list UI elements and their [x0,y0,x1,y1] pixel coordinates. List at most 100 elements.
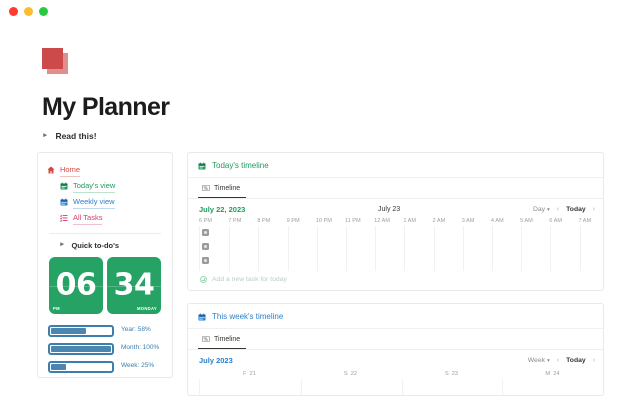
document-header: My Planner ► Read this! [0,22,640,141]
progress-row: Year: 58% [48,325,162,337]
house-icon [47,166,55,174]
hour-tick-label: 1 AM [403,218,417,224]
task-list-icon [60,214,68,222]
page-content: My Planner ► Read this! Home [0,22,640,400]
next-period-button[interactable]: › [592,357,595,364]
hour-tick-label: 8 PM [257,218,271,224]
panel-header: This week's timeline [188,304,603,329]
read-this-toggle[interactable]: ► Read this! [42,131,640,141]
grid-column-line [521,226,523,271]
read-this-label: Read this! [55,131,97,141]
grid-column-line [579,226,581,271]
day-scale: F 21 S 22 S 23 M 24 [188,368,603,379]
clock-hour-card: 06 PM [49,257,103,314]
week-timeline-panel: This week's timeline Timeline July 2023 [187,303,604,396]
panel-title: This week's timeline [212,312,284,321]
sidebar-item-home[interactable]: Home [47,162,163,178]
hour-tick-label: 7 AM [578,218,592,224]
chevron-down-icon: ▾ [547,357,550,364]
zoom-level-select[interactable]: Day ▾ [533,206,550,213]
today-button[interactable]: Today [566,357,586,364]
next-period-button[interactable]: › [592,206,595,213]
grid-column-line [550,226,552,271]
close-window-button[interactable] [9,6,18,16]
zoom-level-select[interactable]: Week ▾ [528,357,550,364]
clock-minute-card: 34 MONDAY [107,257,161,314]
progress-track [48,343,114,355]
prev-period-button[interactable]: ‹ [556,206,560,213]
sidebar-item-label: Home [60,163,81,177]
tab-label: Timeline [214,184,241,192]
timeline-date-label[interactable]: July 2023 [199,356,233,365]
quick-todos-label: Quick to-do's [71,241,120,250]
calendar-blue-icon [198,313,206,320]
hour-tick-label: 3 AM [461,218,475,224]
tab-timeline[interactable]: Timeline [198,178,247,198]
chevron-down-icon: ▾ [547,206,550,213]
hour-scale: 6 PM 7 PM 8 PM 9 PM 10 PM 11 PM 12 AM 1 AM 2 AM 3… [188,217,603,226]
drag-handle-icon[interactable] [202,257,209,264]
grid-column-line [401,379,403,395]
sidebar-item-todays-view[interactable]: Today's view [47,178,163,194]
day-tick-label: S 22 [343,371,358,377]
todays-timeline-panel: Today's timeline Timeline July 22, 2023 [187,152,604,291]
window-titlebar [0,0,640,22]
grid-column-line [229,226,231,271]
hour-tick-label: 2 AM [432,218,446,224]
add-task-label: Add a new task for today [212,276,287,283]
progress-label: Month: 100% [121,344,160,351]
timeline-grid[interactable] [199,226,603,271]
progress-fill [51,364,66,370]
calendar-green-icon [198,162,206,169]
sidebar-item-label: Today's view [73,179,116,193]
grid-column-line [316,226,318,271]
calendar-green-icon [60,182,68,190]
maximize-window-button[interactable] [39,6,48,16]
progress-label: Year: 58% [121,326,151,333]
hour-tick-label: 12 AM [374,218,390,224]
sidebar-nav: Home Today's view [47,162,163,226]
timeline-date-label[interactable]: July 22, 2023 [199,205,246,214]
sidebar-item-all-tasks[interactable]: All Tasks [47,210,163,226]
sidebar-item-weekly-view[interactable]: Weekly view [47,194,163,210]
grid-column-line [404,226,406,271]
sidebar-card: Home Today's view [37,152,173,378]
tab-timeline[interactable]: Timeline [198,329,247,349]
progress-label: Week: 25% [121,362,155,369]
grid-column-line [287,226,289,271]
clock-hour-value: 06 [55,266,97,302]
page-title: My Planner [42,93,170,121]
main-column: Today's timeline Timeline July 22, 2023 [187,152,604,396]
zoom-level-value: Day [532,206,546,213]
timeline-center-label: July 23 [378,206,401,213]
panel-tabbar: Timeline [188,329,603,350]
panel-tabbar: Timeline [188,178,603,199]
quick-todos-toggle[interactable]: ► Quick to-do's [47,241,163,250]
task-row-handles [202,229,209,264]
zoom-level-value: Week [527,357,546,364]
sidebar-item-label: Weekly view [73,195,115,209]
drag-handle-icon[interactable] [202,243,209,250]
today-button[interactable]: Today [566,206,586,213]
progress-fill [51,328,86,334]
panel-header: Today's timeline [188,153,603,178]
notebook-icon [42,48,68,74]
hour-tick-label: 7 PM [228,218,242,224]
triangle-right-icon: ► [59,241,66,249]
add-task-button[interactable]: Add a new task for today [188,271,603,290]
progress-fill [51,346,111,352]
drag-handle-icon[interactable] [202,229,209,236]
hour-tick-label: 11 PM [344,218,361,224]
week-grid[interactable] [199,379,603,395]
timeline-controls: Day ▾ ‹ Today › [533,206,595,213]
hour-tick-label: 4 AM [490,218,504,224]
timeline-toolbar: July 22, 2023 July 23 Day ▾ ‹ Today › [188,199,603,217]
grid-column-line [433,226,435,271]
progress-bars-group: Year: 58% Month: 100% Week: 25% [47,325,163,373]
prev-period-button[interactable]: ‹ [556,357,560,364]
flip-clock-widget: 06 PM 34 MONDAY [47,257,163,314]
grid-column-line [346,226,347,271]
grid-column-line [492,226,493,271]
grid-column-line [258,226,260,271]
minimize-window-button[interactable] [24,6,33,16]
